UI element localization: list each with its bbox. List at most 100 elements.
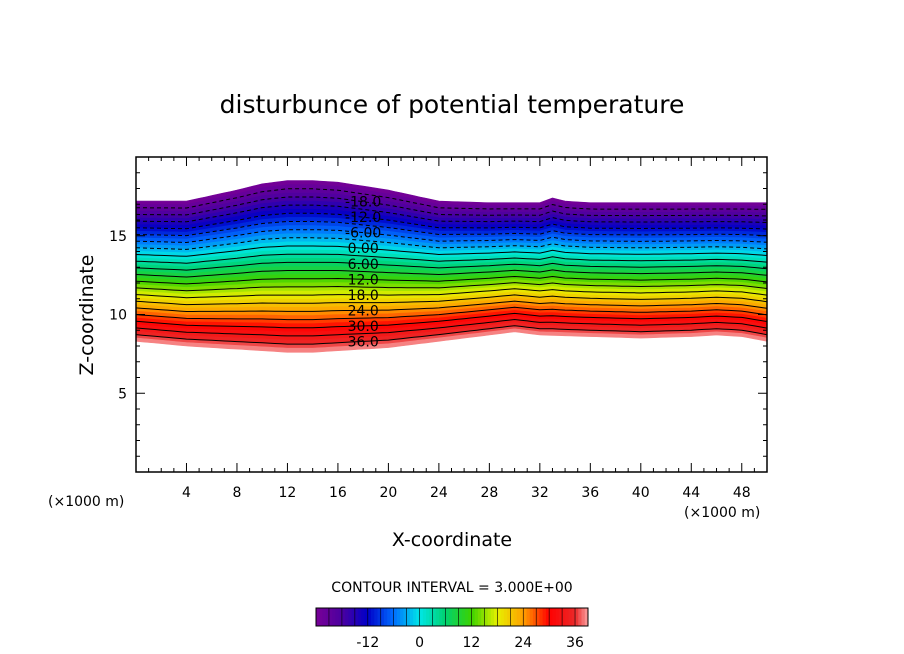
colorbar-frame <box>315 607 589 627</box>
colorbar-segment <box>364 608 369 626</box>
colorbar-segment <box>419 608 424 626</box>
colorbar-segment <box>481 608 485 626</box>
contour-line <box>136 312 767 329</box>
colorbar-segment <box>532 608 537 626</box>
colorbar-segment <box>335 608 340 626</box>
colorbar-segment <box>393 608 398 626</box>
colorbar-segment <box>575 608 579 626</box>
colorbar-segment <box>578 608 582 626</box>
x-unit-left: (×1000 m) <box>48 494 124 510</box>
colorbar-segment <box>332 608 336 626</box>
colorbar-segment <box>529 608 534 626</box>
contour-label: 36.0 <box>348 334 379 350</box>
colorbar-segment <box>484 608 489 626</box>
colorbar-segment <box>555 608 560 626</box>
colorbar-segment <box>464 608 469 626</box>
colorbar-segment <box>507 608 511 626</box>
x-tick-label: 24 <box>430 485 448 501</box>
colorbar-segment <box>445 608 450 626</box>
x-axis-ticks: 4 8 12 16 20 24 28 32 36 40 44 48 <box>148 157 755 501</box>
x-tick-label: 32 <box>531 485 549 501</box>
colorbar-segment <box>374 608 378 626</box>
colorbar-segment <box>552 608 557 626</box>
x-tick-label: 8 <box>232 485 241 501</box>
colorbar-segment <box>545 608 550 626</box>
contour-line <box>136 237 767 250</box>
colorbar-segment <box>448 608 453 626</box>
colorbar-segment <box>455 608 459 626</box>
colorbar-segment <box>341 608 346 626</box>
contour-line <box>136 188 767 210</box>
contour-label: 6.00 <box>348 257 379 273</box>
colorbar-segment <box>367 608 372 626</box>
colorbar-tick-label: 36 <box>566 635 584 651</box>
colorbar-segment <box>513 608 518 626</box>
colorbar-tick-label: 24 <box>514 635 532 651</box>
colorbar-segment <box>406 608 411 626</box>
contour-line <box>136 261 767 271</box>
colorbar-segment <box>474 608 479 626</box>
contour-line <box>136 325 767 345</box>
contour-label: 18.0 <box>348 288 379 304</box>
colorbar <box>316 608 589 626</box>
contour-line <box>136 300 767 312</box>
colorbar-segment <box>542 608 547 626</box>
contour-line <box>136 282 767 292</box>
colorbar-segment <box>338 608 343 626</box>
contour-line <box>136 221 767 237</box>
colorbar-segment <box>328 608 333 626</box>
colorbar-segment <box>361 608 365 626</box>
contour-lines <box>136 188 767 345</box>
colorbar-segment <box>435 608 440 626</box>
contour-label: -12.0 <box>345 210 381 226</box>
colorbar-segment <box>581 608 586 626</box>
colorbar-segment <box>439 608 443 626</box>
colorbar-segment <box>442 608 446 626</box>
x-tick-label: 20 <box>379 485 397 501</box>
contour-line <box>136 253 767 264</box>
colorbar-segment <box>539 608 544 626</box>
y-axis-label: Z-coordinate <box>76 255 98 376</box>
colorbar-segment <box>471 608 476 626</box>
colorbar-segment <box>345 608 349 626</box>
contour-line <box>136 306 767 321</box>
x-tick-label: 44 <box>682 485 700 501</box>
colorbar-segment <box>568 608 573 626</box>
colorbar-segment <box>400 608 404 626</box>
x-axis-label: X-coordinate <box>392 529 512 551</box>
contour-line <box>136 269 767 278</box>
x-tick-label: 28 <box>480 485 498 501</box>
contour-line <box>136 229 767 244</box>
colorbar-segment <box>354 608 359 626</box>
colorbar-segment <box>384 608 388 626</box>
x-tick-label: 48 <box>733 485 751 501</box>
colorbar-tick-label: 0 <box>415 635 424 651</box>
contour-label: 30.0 <box>348 319 379 335</box>
colorbar-segment <box>409 608 414 626</box>
colorbar-segment <box>562 608 566 626</box>
colorbar-segment <box>490 608 495 626</box>
colorbar-segment <box>325 608 330 626</box>
colorbar-tick-label: 12 <box>463 635 481 651</box>
colorbar-segment <box>403 608 408 626</box>
colorbar-segment <box>458 608 463 626</box>
colorbar-segment <box>487 608 492 626</box>
contour-line <box>136 204 767 223</box>
contour-label: 0.00 <box>348 241 379 257</box>
y-axis-ticks: 5 10 15 <box>109 172 767 457</box>
colorbar-segment <box>429 608 433 626</box>
colorbar-segment <box>322 608 327 626</box>
colorbar-segment <box>371 608 375 626</box>
colorbar-segment <box>516 608 521 626</box>
colorbar-segment <box>520 608 524 626</box>
colorbar-segment <box>426 608 430 626</box>
colorbar-segment <box>319 608 323 626</box>
colorbar-segment <box>468 608 472 626</box>
contour-labels: -18.0-12.0-6.000.006.0012.018.024.030.03… <box>345 195 381 351</box>
colorbar-segment <box>549 608 553 626</box>
colorbar-tick-label: -12 <box>356 635 379 651</box>
colorbar-segment <box>413 608 417 626</box>
colorbar-segment <box>452 608 456 626</box>
contour-line <box>136 318 767 337</box>
colorbar-segment <box>316 608 320 626</box>
